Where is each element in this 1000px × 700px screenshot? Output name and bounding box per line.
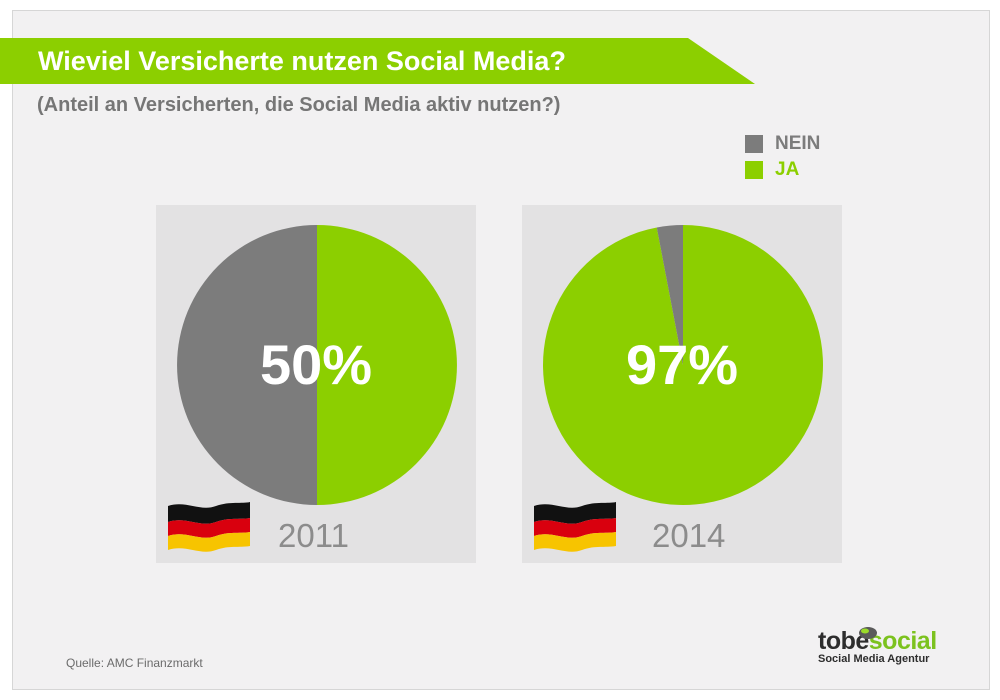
logo-tagline: Social Media Agentur <box>818 653 930 665</box>
year-label-2014: 2014 <box>652 517 726 554</box>
logo-wordmark: tobesocial <box>818 627 937 655</box>
pie-slice-nein <box>656 225 683 365</box>
legend-swatch-nein <box>745 135 763 153</box>
legend-item-nein: NEIN <box>745 131 820 157</box>
source-note: Quelle: AMC Finanzmarkt <box>66 656 203 670</box>
legend-label-ja: JA <box>775 159 800 180</box>
legend-swatch-ja <box>745 161 763 179</box>
title-banner <box>0 38 755 84</box>
chart-legend: NEIN JA <box>745 131 820 183</box>
legend-label-nein: NEIN <box>775 133 821 154</box>
tobesocial-logo: tobesocial Social Media Agentur <box>818 627 937 665</box>
logo-speech-bubble-icon <box>859 627 877 639</box>
legend-item-ja: JA <box>745 157 820 183</box>
pie-slice-nein <box>177 225 317 505</box>
pie-panel-2011: 50% 2011 <box>156 205 476 563</box>
german-flag-icon <box>168 502 250 552</box>
page-subtitle: (Anteil an Versicherten, die Social Medi… <box>37 94 561 116</box>
pie-chart-2011 <box>177 225 457 505</box>
pie-chart-2014 <box>543 225 823 505</box>
page-title: Wieviel Versicherte nutzen Social Media? <box>38 46 566 76</box>
year-label-2011: 2011 <box>278 517 349 554</box>
pie-center-label-2014: 97% <box>625 333 739 396</box>
german-flag-icon <box>534 502 616 552</box>
pie-slice-ja <box>317 225 457 505</box>
pie-panel-2014: 97% 2014 <box>522 205 842 563</box>
pie-center-label-2011: 50% <box>259 333 373 396</box>
